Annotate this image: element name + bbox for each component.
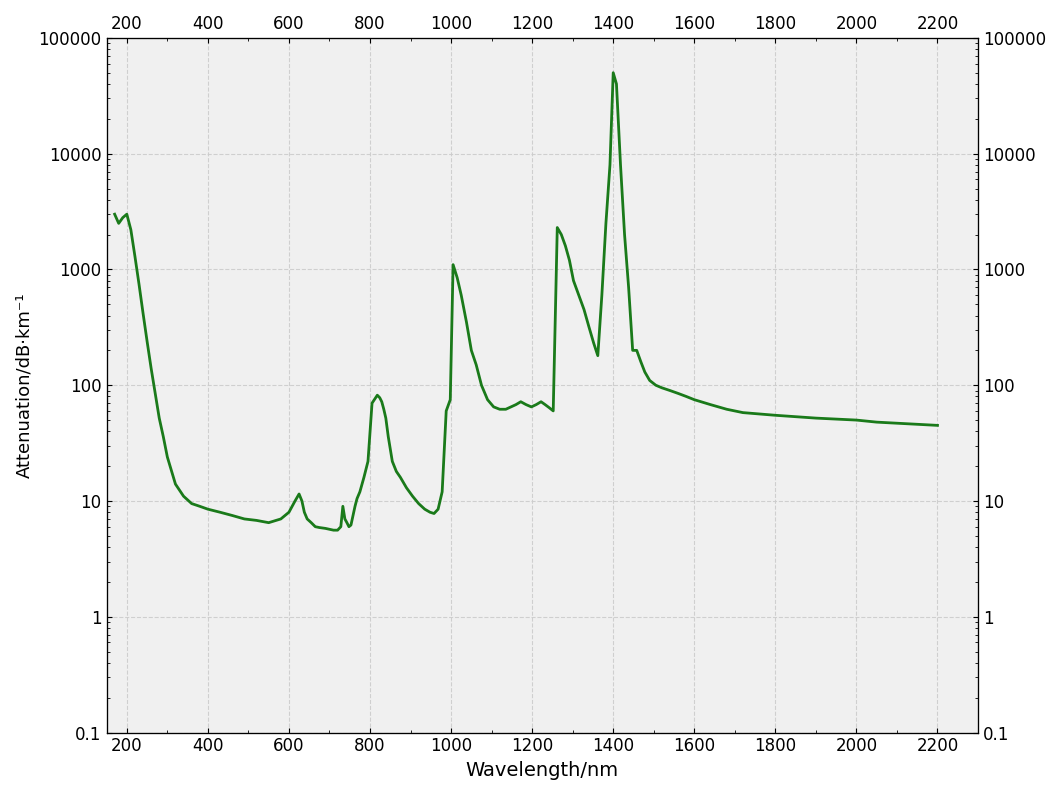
X-axis label: Wavelength/nm: Wavelength/nm — [466, 761, 619, 780]
Y-axis label: Attenuation/dB·km⁻¹: Attenuation/dB·km⁻¹ — [15, 293, 33, 478]
